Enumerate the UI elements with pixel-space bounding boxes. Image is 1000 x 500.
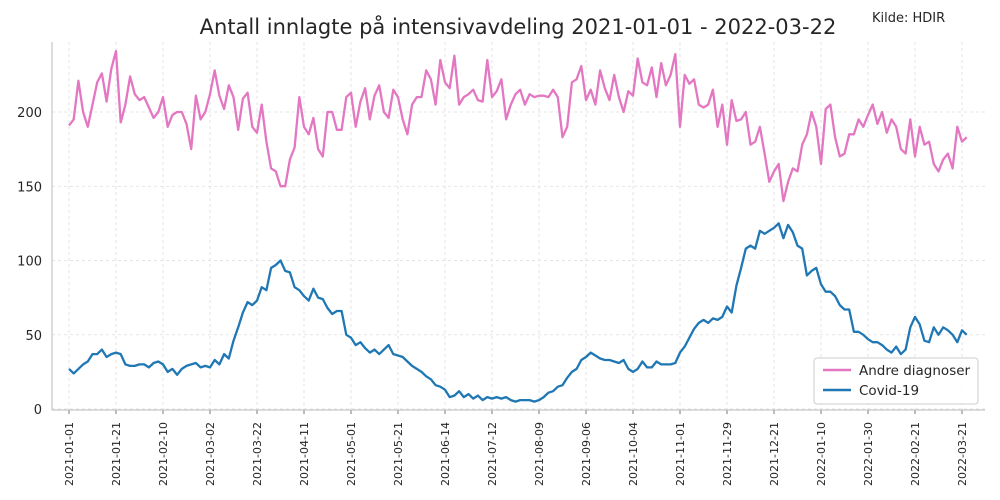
- x-tick-label: 2021-12-21: [768, 422, 781, 486]
- x-tick-label: 2022-01-30: [862, 422, 875, 486]
- x-tick-label: 2022-02-21: [909, 422, 922, 486]
- x-tick-label: 2021-08-09: [533, 422, 546, 486]
- y-tick-label: 100: [17, 255, 42, 270]
- x-tick-label: 2021-04-11: [298, 422, 311, 486]
- data-points-covid-19: [68, 223, 967, 402]
- legend-box: [813, 357, 979, 405]
- x-tick-label: 2021-05-21: [392, 422, 405, 486]
- y-tick-label: 0: [34, 403, 42, 418]
- x-tick-label: 2022-03-21: [956, 422, 969, 486]
- x-tick-label: 2021-11-29: [721, 422, 734, 486]
- x-tick-label: 2021-05-01: [345, 422, 358, 486]
- x-tick-label: 2021-01-21: [110, 422, 123, 486]
- legend-label-covid-19: Covid-19: [859, 383, 919, 399]
- x-tick-label: 2021-06-14: [439, 422, 452, 486]
- legend-label-andre-diagnoser: Andre diagnoser: [859, 363, 971, 379]
- chart-title: Antall innlagte på intensivavdeling 2021…: [200, 14, 837, 39]
- x-tick-label: 2021-11-01: [674, 422, 687, 486]
- legend: Andre diagnoser Covid-19: [813, 357, 979, 405]
- x-tick-label: 2021-07-12: [486, 422, 499, 486]
- series-line-covid-19: [68, 222, 968, 403]
- x-tick-label: 2021-09-06: [580, 422, 593, 486]
- axes: 0 50 100 150 200 2021-01-01 2021-01-21 2021-02-…: [17, 42, 985, 486]
- y-tick-label: 50: [25, 329, 42, 344]
- source-label: Kilde: HDIR: [872, 11, 945, 26]
- grid: [52, 42, 985, 410]
- y-tick-label: 150: [17, 180, 42, 195]
- series-lines: [68, 49, 968, 403]
- x-tick-label: 2021-03-22: [251, 422, 264, 486]
- x-tick-label: 2022-01-10: [815, 422, 828, 486]
- x-tick-label: 2021-01-01: [63, 422, 76, 486]
- series-line-andre-diagnoser: [68, 49, 968, 203]
- x-tick-label: 2021-02-10: [157, 422, 170, 486]
- x-tick-label: 2021-03-02: [204, 422, 217, 486]
- data-points-andre-diagnoser: [68, 51, 967, 202]
- y-tick-label: 200: [17, 106, 42, 121]
- x-tick-label: 2021-10-04: [627, 422, 640, 486]
